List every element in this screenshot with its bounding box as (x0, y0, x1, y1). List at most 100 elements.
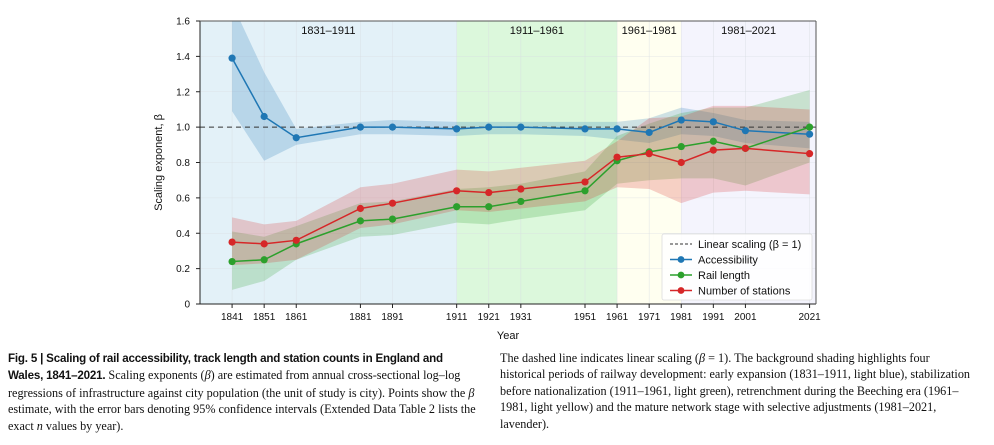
data-point-number-of-stations (517, 185, 525, 193)
data-point-accessibility (228, 54, 236, 62)
data-point-rail-length (677, 142, 685, 151)
data-point-number-of-stations (805, 150, 814, 158)
x-tick-label: 2021 (798, 312, 821, 323)
data-point-number-of-stations (356, 204, 365, 213)
data-point-rail-length (356, 217, 365, 225)
y-tick-label: 0.2 (176, 264, 190, 275)
legend-label: Linear scaling (β = 1) (698, 239, 801, 251)
caption-text: Scaling exponents ( (105, 368, 205, 383)
legend-marker-swatch (677, 256, 685, 263)
data-point-rail-length (485, 203, 493, 211)
data-point-accessibility (388, 123, 397, 131)
x-tick-label: 1981 (670, 312, 693, 323)
y-tick-label: 1.2 (176, 87, 190, 98)
data-point-accessibility (805, 130, 814, 138)
figure-caption-left: Fig. 5 | Scaling of rail accessibility, … (8, 350, 476, 434)
data-point-accessibility (741, 127, 750, 135)
figure-caption-right: The dashed line indicates linear scaling… (500, 350, 970, 432)
legend-marker-swatch (677, 271, 685, 279)
data-point-accessibility (709, 118, 717, 126)
data-point-number-of-stations (485, 188, 493, 197)
data-point-number-of-stations (228, 238, 236, 246)
beta-symbol: β (699, 351, 706, 365)
figure-caption-title: Fig. 5 | Scaling of rail accessibility, … (8, 352, 443, 383)
legend-entry: Accessibility (670, 255, 758, 267)
legend-marker-swatch (677, 287, 685, 294)
x-axis: 1841 1851 1861 1881 1891 1911 1921 1931 1951 1961… (221, 304, 821, 323)
data-point-number-of-stations (613, 153, 621, 161)
data-point-accessibility (356, 123, 365, 131)
x-tick-label: 1881 (349, 312, 372, 323)
legend-entry: Linear scaling (β = 1) (670, 239, 801, 251)
data-point-rail-length (709, 137, 717, 145)
x-axis-title: Year (497, 330, 520, 342)
y-tick-label: 1.0 (176, 123, 190, 134)
data-point-accessibility (581, 125, 589, 133)
caption-text: ) are estimated from annual cross-sectio… (8, 368, 469, 400)
scaling-exponent-chart: 1831–1911 1911–1961 1961–1981 1981–2021 184… (153, 17, 821, 343)
x-tick-label: 1911 (446, 312, 468, 323)
data-point-number-of-stations (709, 146, 717, 154)
legend-entry: Rail length (670, 270, 750, 282)
data-point-rail-length (453, 203, 461, 211)
data-point-number-of-stations (741, 144, 750, 152)
x-tick-label: 1891 (381, 312, 404, 323)
y-tick-label: 0 (184, 300, 190, 311)
data-point-number-of-stations (388, 199, 397, 207)
series-points-layer (228, 54, 814, 266)
period-label: 1981–2021 (721, 25, 776, 37)
legend-entry: Number of stations (670, 286, 791, 298)
legend-label: Number of stations (698, 286, 791, 298)
caption-text: values by year). (42, 418, 124, 433)
y-tick-label: 0.4 (176, 229, 190, 240)
x-tick-label: 1921 (478, 312, 501, 323)
data-point-rail-length (581, 187, 589, 195)
data-point-accessibility (517, 123, 525, 131)
data-point-rail-length (388, 215, 397, 223)
data-point-rail-length (260, 256, 268, 264)
caption-text: = 1). The background shading highlights … (500, 351, 971, 431)
data-point-accessibility (260, 112, 268, 121)
y-axis-title: Scaling exponent, β (153, 114, 165, 211)
period-label: 1911–1961 (510, 25, 564, 37)
y-tick-label: 1.6 (176, 17, 190, 28)
x-tick-label: 2001 (734, 312, 757, 323)
data-point-number-of-stations (260, 240, 268, 248)
data-point-accessibility (677, 116, 685, 124)
legend: Linear scaling (β = 1) Accessibility Rail … (661, 233, 813, 301)
data-point-accessibility (292, 134, 300, 142)
x-tick-label: 1841 (221, 312, 244, 323)
x-tick-label: 1931 (510, 312, 533, 323)
data-point-number-of-stations (453, 187, 461, 195)
period-label: 1961–1981 (622, 25, 677, 37)
y-axis: 0 0.2 0.4 0.6 0.8 1.0 1.2 1.4 1.6 (176, 17, 200, 311)
y-tick-label: 0.8 (176, 158, 190, 169)
data-point-number-of-stations (677, 158, 685, 167)
x-tick-label: 1951 (574, 312, 597, 323)
x-tick-label: 1851 (253, 312, 276, 323)
data-point-number-of-stations (292, 236, 300, 244)
n-symbol: n (36, 418, 43, 433)
period-labels-layer: 1831–1911 1911–1961 1961–1981 1981–2021 (301, 25, 776, 37)
data-point-accessibility (485, 123, 493, 131)
period-label: 1831–1911 (301, 25, 355, 37)
data-point-rail-length (228, 257, 236, 266)
x-tick-label: 1991 (702, 312, 725, 323)
y-tick-label: 0.6 (176, 193, 190, 204)
data-point-number-of-stations (645, 150, 653, 158)
data-point-rail-length (517, 197, 525, 206)
beta-symbol: β (468, 385, 475, 400)
legend-box (661, 233, 813, 301)
legend-label: Accessibility (698, 255, 758, 267)
data-point-number-of-stations (581, 178, 589, 186)
data-point-rail-length (805, 123, 814, 131)
y-tick-label: 1.4 (176, 52, 190, 63)
x-tick-label: 1861 (285, 312, 308, 323)
data-point-accessibility (613, 125, 621, 133)
x-tick-label: 1971 (638, 312, 661, 323)
legend-label: Rail length (698, 270, 750, 282)
x-tick-label: 1961 (606, 312, 629, 323)
data-point-accessibility (453, 125, 461, 133)
caption-text: estimate, with the error bars denoting 9… (8, 402, 476, 433)
beta-symbol: β (204, 368, 211, 383)
